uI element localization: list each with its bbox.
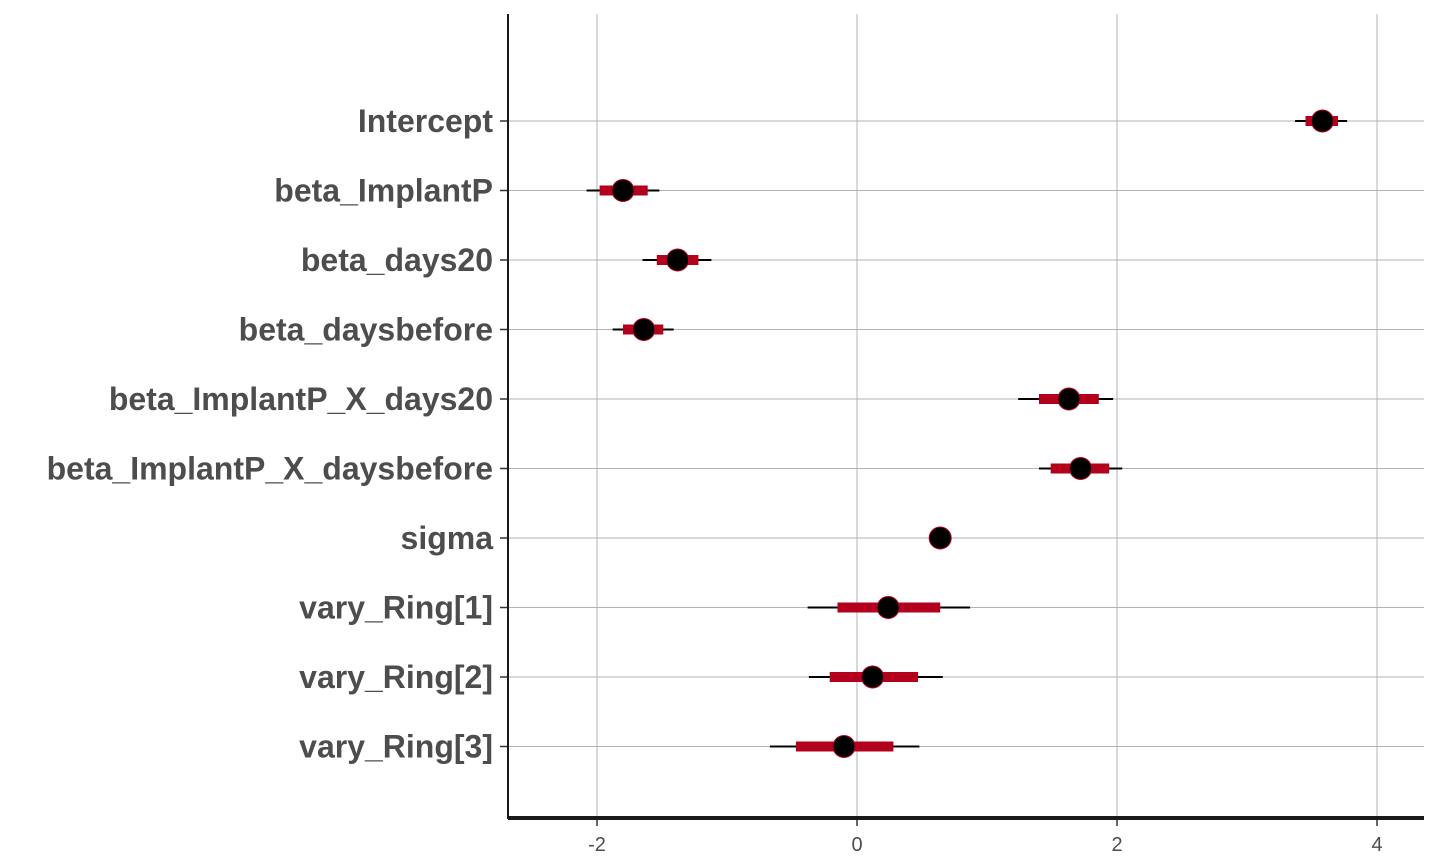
parameter-label: sigma <box>401 520 494 556</box>
horizontal-gridlines <box>508 120 1424 747</box>
x-tick-label: -2 <box>588 834 606 856</box>
point-estimate <box>876 596 900 619</box>
point-estimate <box>1057 387 1081 411</box>
interval-marks <box>586 109 1348 758</box>
parameter-label: beta_ImplantP_X_daysbefore <box>47 451 493 487</box>
vertical-gridlines <box>596 14 1378 816</box>
point-estimate <box>632 318 656 341</box>
point-estimate <box>1310 109 1334 133</box>
parameter-label: Intercept <box>358 103 493 139</box>
parameter-label: beta_days20 <box>301 242 493 278</box>
parameter-labels: Intercept beta_ImplantP beta_days20 beta_da… <box>47 103 508 765</box>
parameter-label: beta_ImplantP_X_days20 <box>109 381 493 417</box>
point-estimate <box>1069 457 1093 480</box>
point-estimate <box>928 526 952 550</box>
point-estimate <box>666 248 690 272</box>
parameter-label: vary_Ring[2] <box>299 659 493 695</box>
x-tick-label: 2 <box>1111 834 1122 856</box>
point-estimate <box>611 179 635 202</box>
x-tick-label: 4 <box>1371 834 1382 856</box>
x-tick-label: 0 <box>851 834 862 856</box>
parameter-label: beta_daysbefore <box>239 312 493 348</box>
point-estimate <box>832 735 856 758</box>
parameter-label: beta_ImplantP <box>274 173 493 209</box>
point-estimate <box>861 665 885 689</box>
parameter-label: vary_Ring[1] <box>299 590 493 626</box>
parameter-label: vary_Ring[3] <box>299 729 493 765</box>
x-axis-ticks: -2 0 2 4 <box>588 818 1383 856</box>
